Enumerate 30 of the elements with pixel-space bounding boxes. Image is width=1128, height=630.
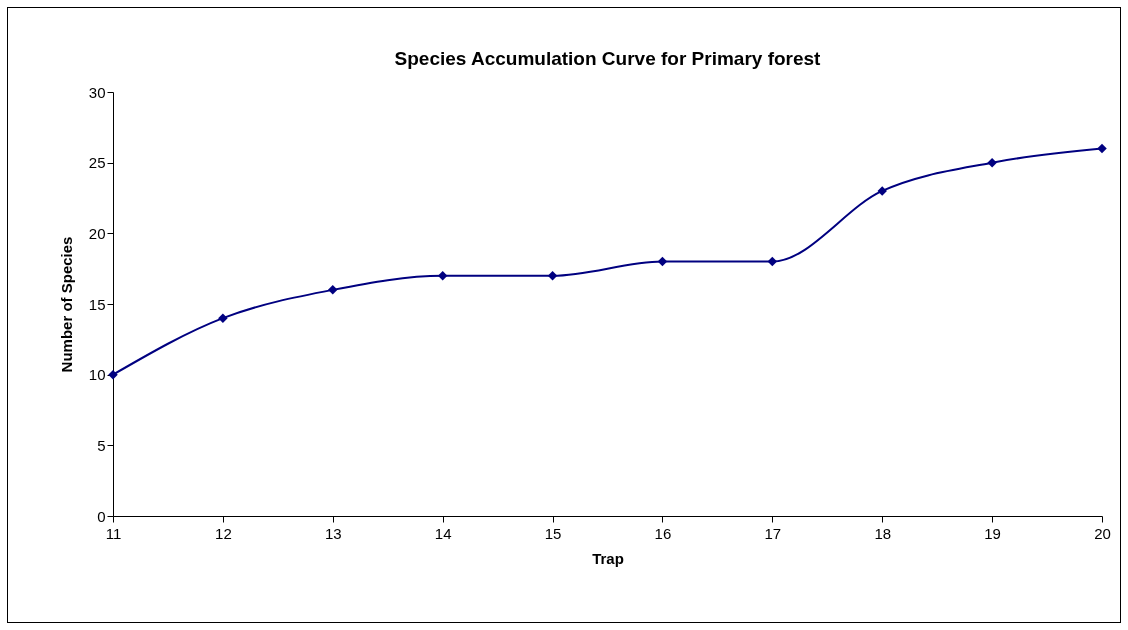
y-tick-label: 20 [88,224,106,242]
point [218,313,228,323]
point [987,157,997,168]
y-tick-label: 30 [88,83,106,101]
point [328,285,338,295]
y-tick-label: 10 [88,366,106,384]
x-tick-label: 17 [764,524,782,542]
point [657,256,668,267]
point [108,369,118,380]
x-tick-label: 14 [434,524,452,542]
x-tick-label: 20 [1094,524,1111,542]
y-tick-label: 0 [97,507,106,525]
x-tick-label: 18 [874,524,892,542]
y-tick-label: 15 [88,295,106,313]
point [437,270,448,281]
y-tick-label: 5 [97,436,106,454]
y-axis-title: Number of Species [57,236,75,373]
x-tick-label: 15 [544,524,562,542]
point [877,186,887,196]
x-tick-label: 16 [654,524,672,542]
x-tick-label: 13 [324,524,342,542]
x-tick-label: 12 [215,524,232,542]
y-tick-label: 25 [88,154,106,172]
chart-title: Species Accumulation Curve for Primary forest [394,48,822,69]
point [767,256,778,267]
point [547,270,558,281]
x-tick-label: 11 [105,524,122,542]
x-axis-title: Trap [592,549,624,567]
point [1097,143,1107,154]
x-tick-label: 19 [984,524,1001,542]
